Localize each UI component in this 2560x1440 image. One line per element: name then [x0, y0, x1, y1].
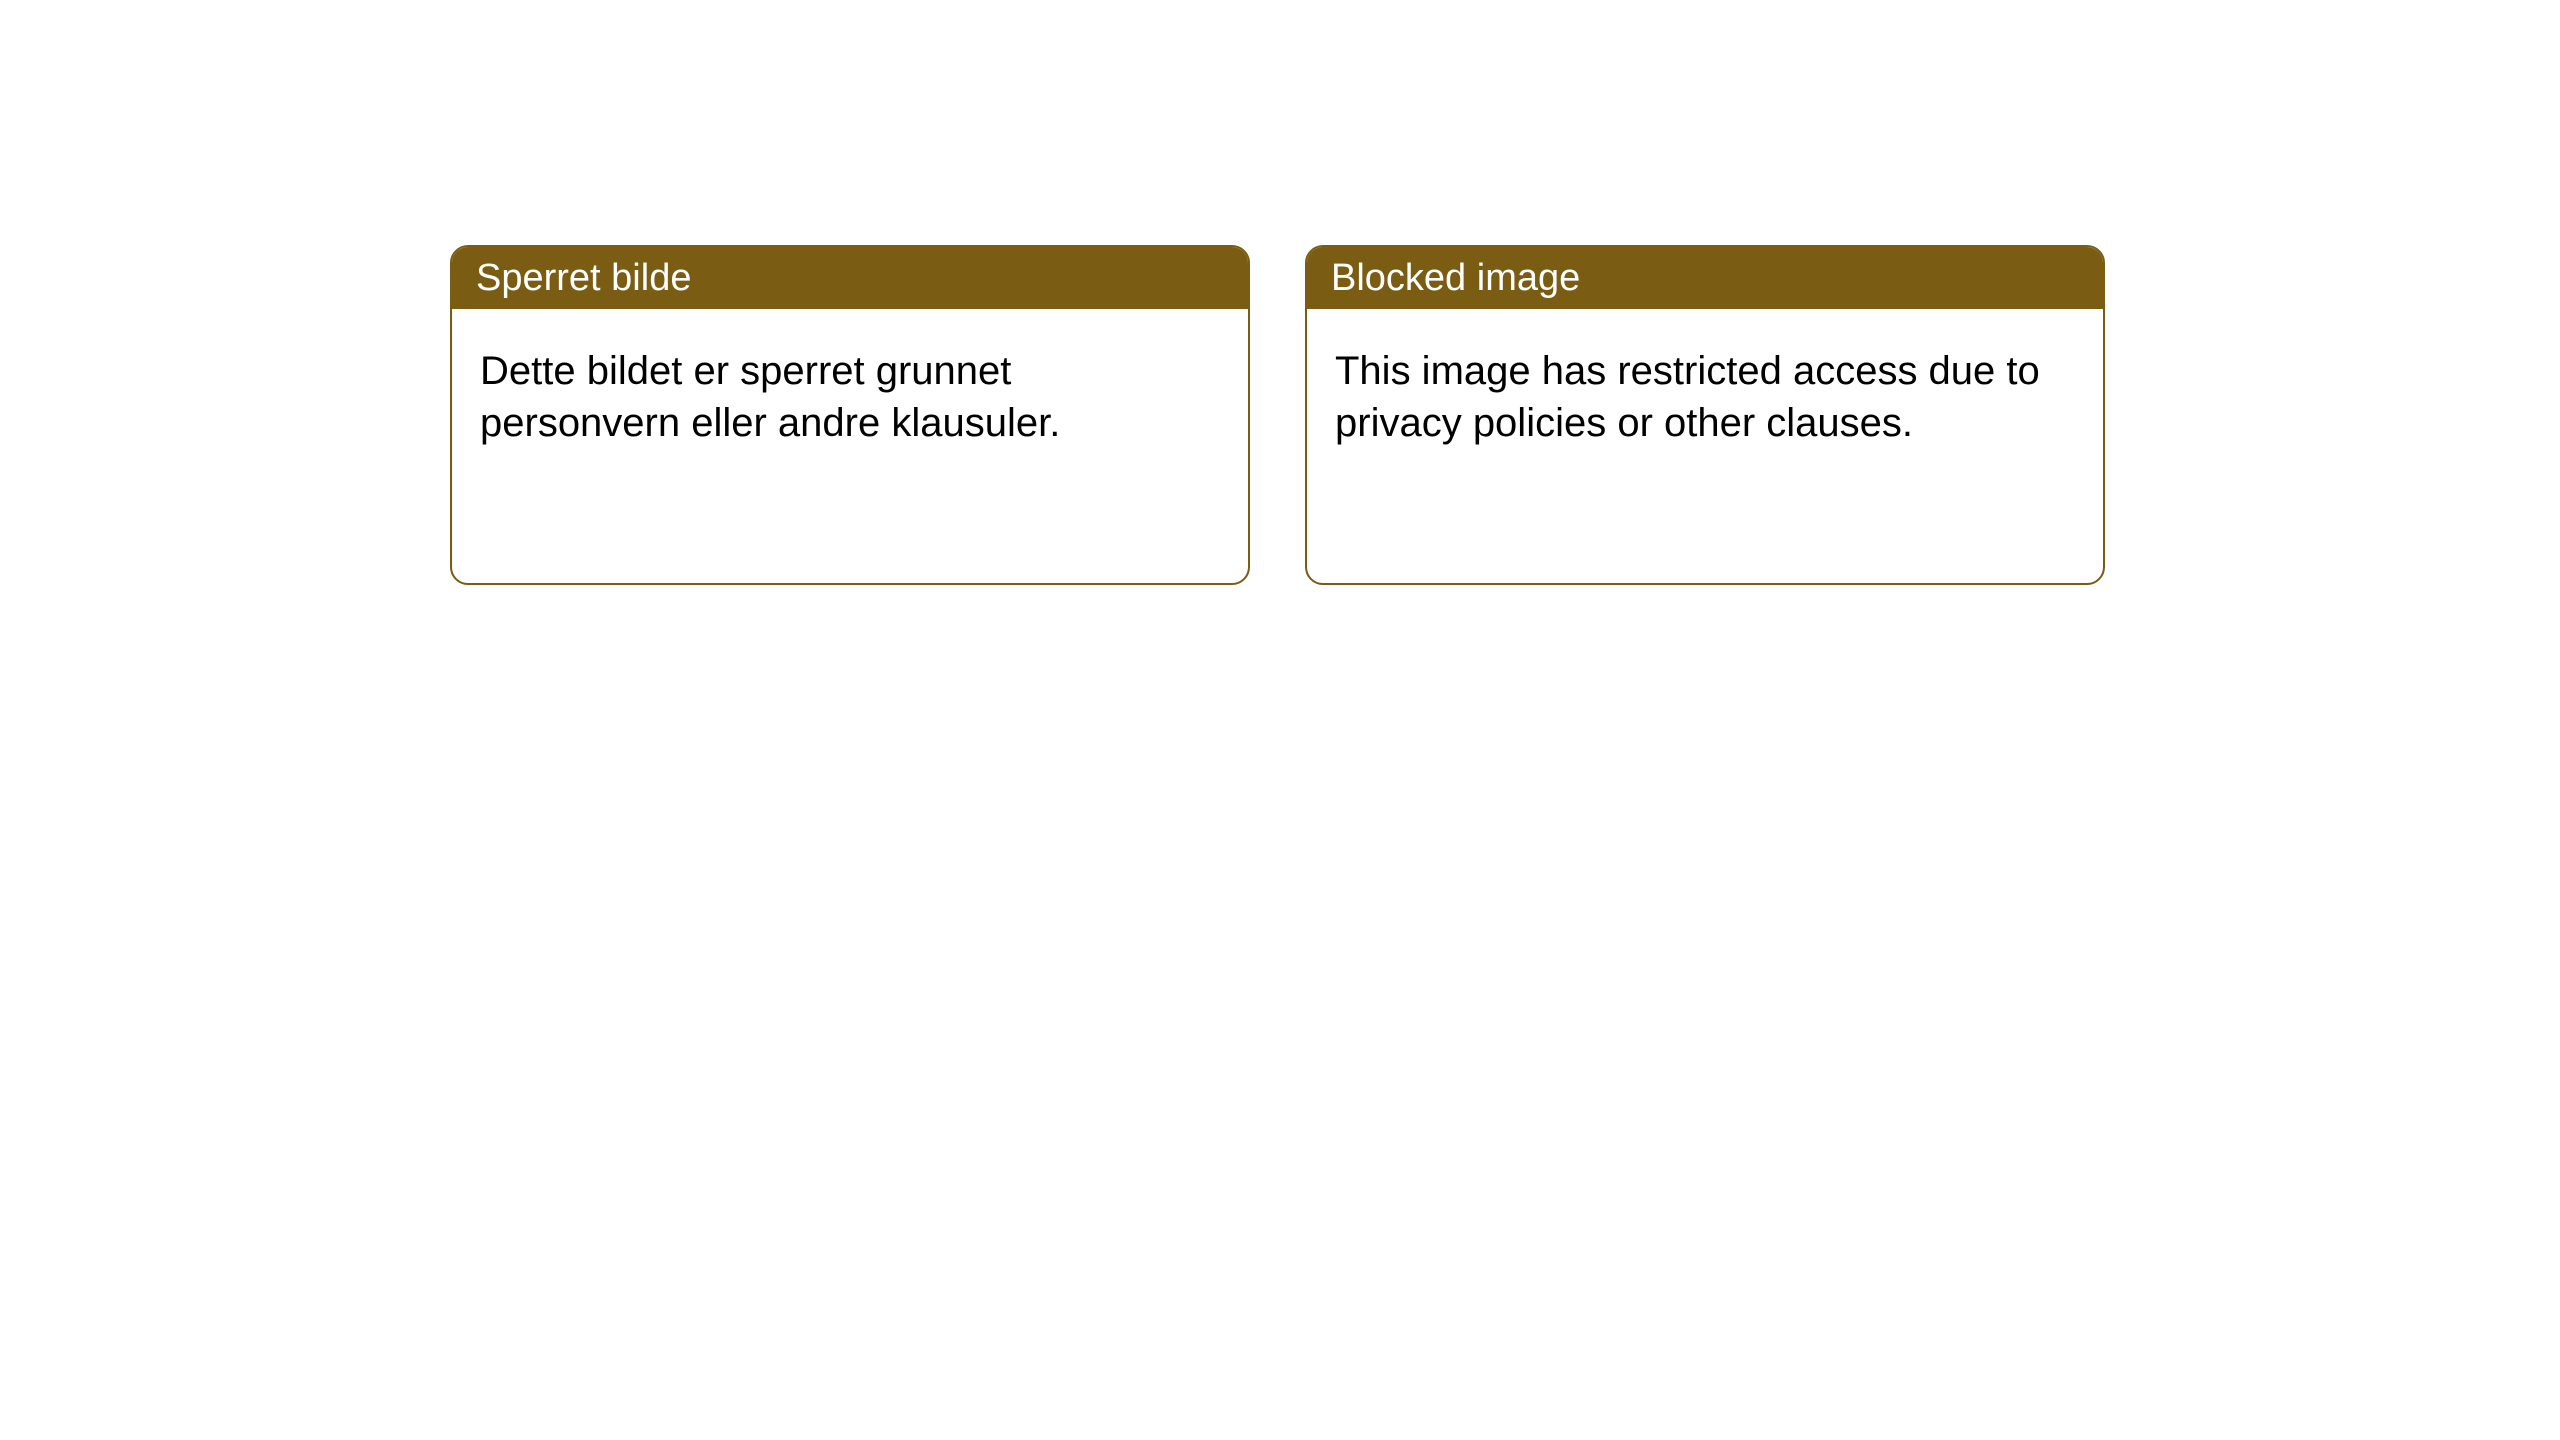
- card-header: Sperret bilde: [452, 247, 1248, 309]
- notice-card-english: Blocked image This image has restricted …: [1305, 245, 2105, 585]
- card-title: Sperret bilde: [476, 257, 691, 300]
- notice-cards-container: Sperret bilde Dette bildet er sperret gr…: [450, 245, 2105, 585]
- card-body-text: Dette bildet er sperret grunnet personve…: [480, 349, 1060, 445]
- card-body-text: This image has restricted access due to …: [1335, 349, 2040, 445]
- card-body: This image has restricted access due to …: [1307, 309, 2103, 485]
- card-title: Blocked image: [1331, 257, 1580, 300]
- card-body: Dette bildet er sperret grunnet personve…: [452, 309, 1248, 485]
- card-header: Blocked image: [1307, 247, 2103, 309]
- notice-card-norwegian: Sperret bilde Dette bildet er sperret gr…: [450, 245, 1250, 585]
